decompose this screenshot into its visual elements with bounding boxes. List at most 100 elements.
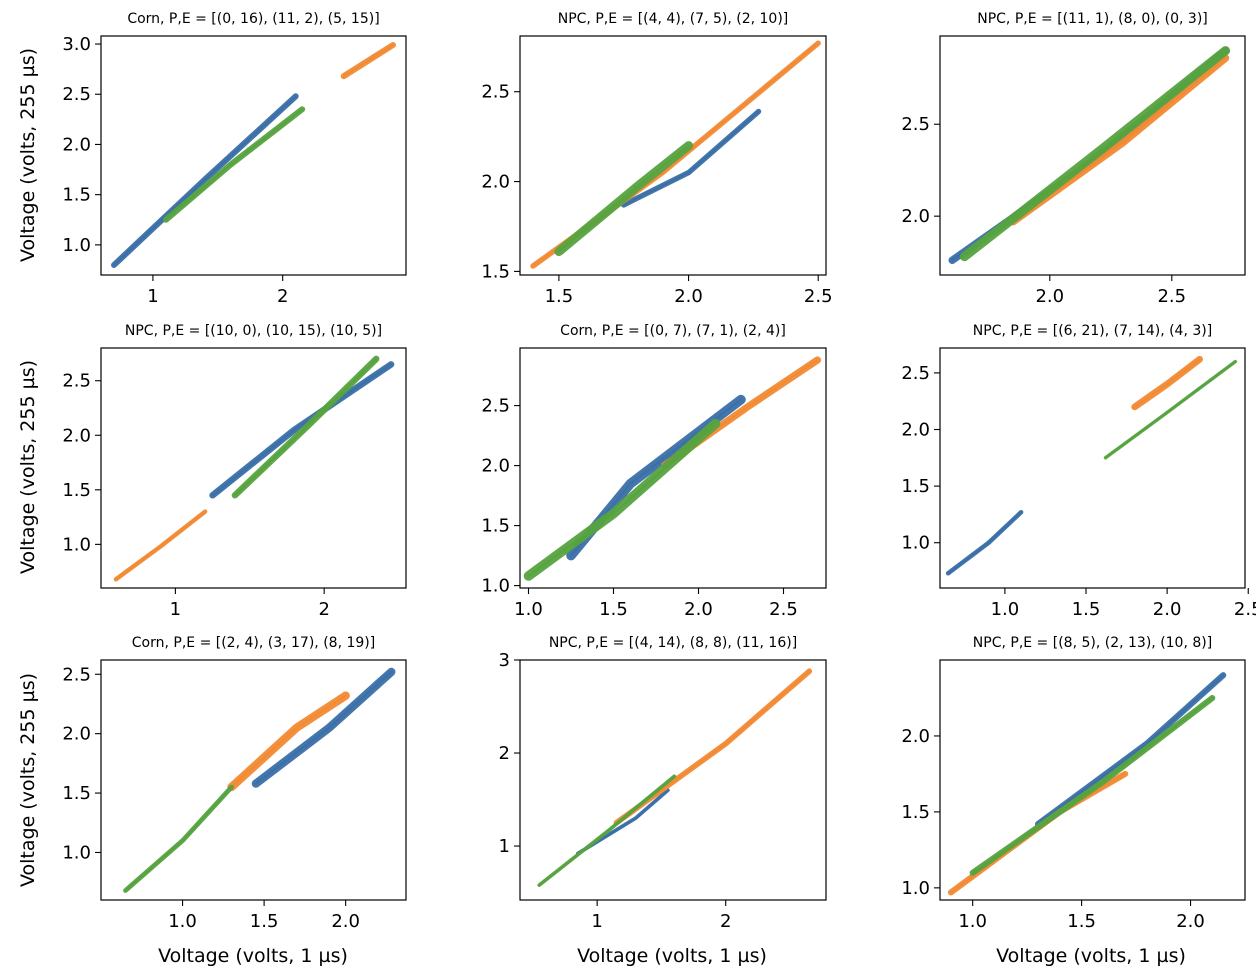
series-band bbox=[123, 784, 234, 893]
y-axis-label-row-2: Voltage (volts, 255 µs) bbox=[17, 360, 39, 574]
x-axis-label-col-1: Voltage (volts, 1 µs) bbox=[158, 945, 348, 967]
subplot-2: NPC, P,E = [(4, 4), (7, 5), (2, 10)] 1.5 2… bbox=[481, 11, 832, 307]
series-band bbox=[1034, 672, 1227, 828]
plot-frame bbox=[939, 347, 1246, 589]
x-tick-label: 2.5 bbox=[804, 286, 833, 307]
subplot-7: Corn, P,E = [(2, 4), (3, 17), (8, 19)] 1.… bbox=[62, 635, 407, 932]
x-tick-label: 2 bbox=[318, 599, 329, 620]
x-tick-label: 2.0 bbox=[331, 911, 360, 932]
subplot-title: NPC, P,E = [(10, 0), (10, 15), (10, 5)] bbox=[125, 323, 382, 339]
x-tick-label: 1.5 bbox=[599, 599, 628, 620]
series-center-line bbox=[527, 422, 717, 577]
x-tick-label: 1 bbox=[591, 911, 602, 932]
series-center-line bbox=[971, 697, 1214, 874]
x-tick-label: 2.0 bbox=[684, 599, 713, 620]
y-tick-label: 1.0 bbox=[62, 235, 91, 256]
y-tick-label: 2.5 bbox=[901, 114, 930, 135]
x-tick-label: 2.0 bbox=[1153, 599, 1182, 620]
x-tick-label: 2.5 bbox=[769, 599, 798, 620]
series-center-line bbox=[1133, 358, 1201, 408]
x-tick-label: 1.5 bbox=[250, 911, 279, 932]
subplot-9: NPC, P,E = [(8, 5), (2, 13), (10, 8)] 1.0… bbox=[901, 635, 1246, 932]
y-tick-label: 1.5 bbox=[62, 783, 91, 804]
y-tick-label: 1.0 bbox=[62, 842, 91, 863]
series-band bbox=[947, 770, 1129, 896]
subplot-title: NPC, P,E = [(4, 4), (7, 5), (2, 10)] bbox=[558, 11, 789, 27]
series-1-line bbox=[251, 667, 396, 788]
plot-frame bbox=[519, 347, 827, 589]
x-tick-label: 1.5 bbox=[1067, 911, 1096, 932]
series-center-line bbox=[164, 108, 304, 221]
subplot-grid: Corn, P,E = [(0, 16), (11, 2), (5, 15)] 1… bbox=[62, 11, 1256, 932]
subplot-title: NPC, P,E = [(4, 14), (8, 8), (11, 16)] bbox=[549, 635, 797, 651]
x-axis-label-col-2: Voltage (volts, 1 µs) bbox=[577, 945, 767, 967]
series-2-line bbox=[227, 691, 350, 792]
series-band bbox=[227, 691, 350, 792]
series-center-line bbox=[230, 694, 347, 789]
series-center-line bbox=[538, 775, 676, 887]
subplot-title: Corn, P,E = [(2, 4), (3, 17), (8, 19)] bbox=[132, 635, 375, 651]
series-center-line bbox=[124, 786, 233, 892]
y-tick-label: 1 bbox=[499, 836, 510, 857]
series-center-line bbox=[254, 670, 393, 785]
subplot-5: Corn, P,E = [(0, 7), (7, 1), (2, 4)]1.0 1… bbox=[481, 323, 827, 620]
series-1-line bbox=[945, 509, 1024, 576]
y-tick-label: 2.0 bbox=[901, 726, 930, 747]
y-tick-label: 2 bbox=[499, 743, 510, 764]
series-center-line bbox=[114, 510, 207, 581]
series-center-line bbox=[342, 44, 394, 78]
y-tick-label: 2.5 bbox=[62, 84, 91, 105]
y-tick-label: 2.0 bbox=[901, 420, 930, 441]
subplot-1: Corn, P,E = [(0, 16), (11, 2), (5, 15)] 1… bbox=[62, 11, 407, 307]
y-tick-label: 1.5 bbox=[901, 802, 930, 823]
x-tick-label: 1.5 bbox=[545, 286, 574, 307]
y-tick-label: 1.0 bbox=[62, 534, 91, 555]
series-center-line bbox=[622, 110, 760, 206]
series-3-line bbox=[554, 141, 694, 257]
y-tick-label: 1.5 bbox=[481, 516, 510, 537]
subplot-6: NPC, P,E = [(6, 21), (7, 14), (4, 3)] 1.0… bbox=[901, 323, 1256, 620]
y-tick-label: 1.0 bbox=[481, 576, 510, 597]
x-tick-label: 1 bbox=[147, 286, 158, 307]
plot-frame bbox=[100, 347, 407, 589]
y-tick-label: 2.0 bbox=[62, 134, 91, 155]
y-tick-label: 2.0 bbox=[62, 425, 91, 446]
subplot-title: NPC, P,E = [(8, 5), (2, 13), (10, 8)] bbox=[973, 635, 1212, 651]
plot-frame bbox=[519, 659, 827, 901]
series-center-line bbox=[557, 144, 690, 253]
series-center-line bbox=[947, 511, 1023, 575]
x-tick-label: 1.0 bbox=[958, 911, 987, 932]
x-tick-label: 1.0 bbox=[514, 599, 543, 620]
y-tick-label: 1.5 bbox=[62, 185, 91, 206]
series-2-line bbox=[947, 770, 1129, 896]
subplot-title: NPC, P,E = [(11, 1), (8, 0), (0, 3)] bbox=[977, 11, 1208, 27]
x-tick-label: 1.0 bbox=[168, 911, 197, 932]
y-axis-label-row-3: Voltage (volts, 255 µs) bbox=[17, 673, 39, 887]
subplot-4: NPC, P,E = [(10, 0), (10, 15), (10, 5)] 1… bbox=[62, 323, 407, 620]
x-tick-label: 1.5 bbox=[1072, 599, 1101, 620]
y-tick-label: 1.5 bbox=[481, 261, 510, 282]
series-1-line bbox=[1034, 672, 1227, 828]
series-3-line bbox=[523, 418, 721, 581]
subplot-3: NPC, P,E = [(11, 1), (8, 0), (0, 3)] 2.0 2… bbox=[901, 11, 1246, 307]
y-tick-label: 1.0 bbox=[901, 878, 930, 899]
series-center-line bbox=[1104, 360, 1237, 459]
series-center-line bbox=[211, 363, 393, 497]
series-3-line bbox=[123, 784, 234, 893]
x-tick-label: 1.0 bbox=[991, 599, 1020, 620]
y-tick-label: 3 bbox=[499, 650, 510, 671]
x-tick-label: 2.0 bbox=[1176, 911, 1205, 932]
x-tick-label: 2.5 bbox=[1234, 599, 1256, 620]
y-tick-label: 2.5 bbox=[901, 363, 930, 384]
series-center-line bbox=[963, 49, 1227, 258]
series-center-line bbox=[1037, 674, 1225, 826]
y-tick-label: 2.5 bbox=[481, 396, 510, 417]
subplot-title: Corn, P,E = [(0, 7), (7, 1), (2, 4)] bbox=[560, 323, 786, 339]
x-tick-label: 2.0 bbox=[1035, 286, 1064, 307]
plot-frame bbox=[100, 659, 407, 901]
series-1-line bbox=[621, 108, 762, 208]
subplot-title: NPC, P,E = [(6, 21), (7, 14), (4, 3)] bbox=[973, 323, 1212, 339]
plot-frame bbox=[519, 35, 827, 276]
plot-frame bbox=[100, 35, 407, 276]
